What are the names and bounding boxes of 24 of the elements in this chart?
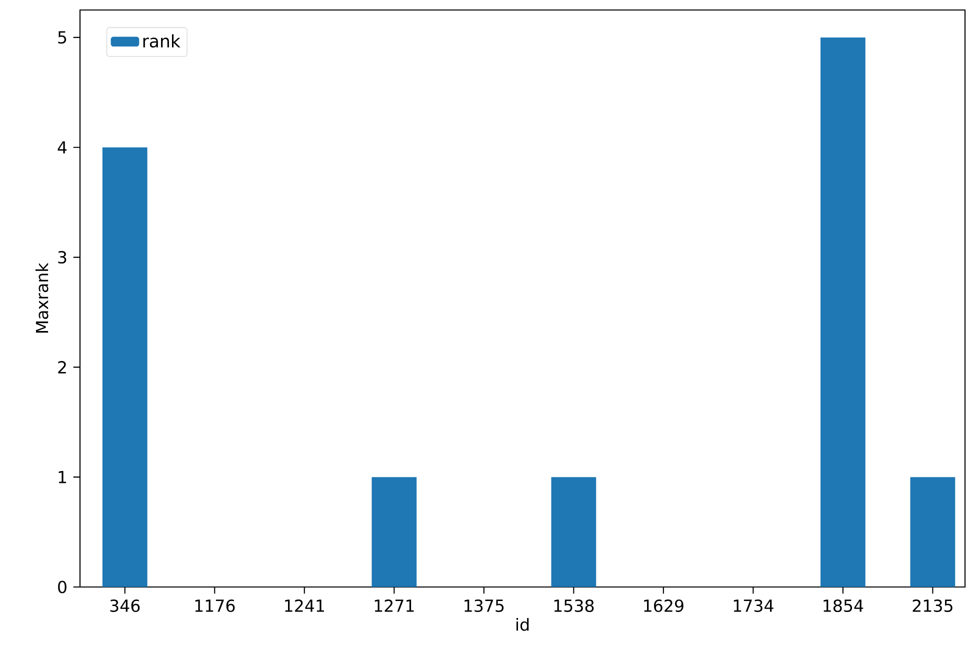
y-axis-title: Maxrank — [35, 262, 48, 333]
y-tick-label: 0 — [58, 580, 66, 594]
bar — [372, 477, 417, 587]
legend-label: rank — [143, 34, 180, 48]
x-axis-title: id — [516, 618, 529, 631]
x-tick-label: 1176 — [195, 599, 235, 612]
bar — [820, 37, 866, 587]
x-tick-label: 1271 — [374, 599, 414, 612]
x-tick-label: 1629 — [644, 599, 684, 612]
x-tick-label: 1854 — [824, 599, 864, 612]
y-tick-label: 3 — [58, 250, 66, 264]
x-tick-label: 1734 — [734, 599, 774, 612]
x-tick-label: 1538 — [554, 599, 594, 612]
x-tick-label: 1241 — [285, 599, 324, 612]
y-tick-label: 2 — [58, 361, 66, 374]
x-tick-label: 2135 — [912, 599, 952, 612]
x-tick-label: 1375 — [464, 599, 504, 612]
y-tick-label: 5 — [58, 31, 66, 44]
x-tick-label: 346 — [110, 599, 140, 612]
y-tick-label: 4 — [58, 141, 67, 154]
bar — [551, 477, 596, 587]
bar — [102, 147, 148, 587]
bar — [910, 477, 956, 587]
y-tick-label: 1 — [58, 471, 66, 484]
